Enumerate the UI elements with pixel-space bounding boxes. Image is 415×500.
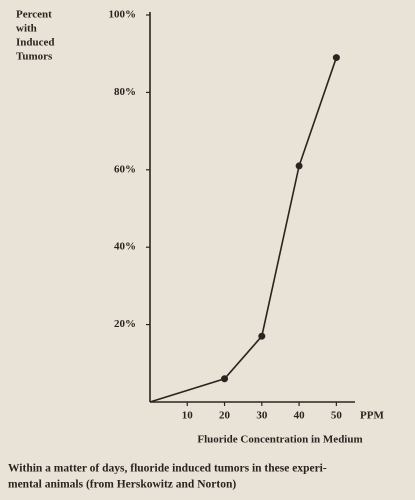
x-tick-label: 10	[182, 410, 194, 422]
x-axis-label: Fluoride Concentration in Medium	[197, 434, 362, 446]
data-point	[332, 54, 340, 62]
y-tick-label: 20%	[114, 318, 136, 330]
y-tick-label: 40%	[114, 241, 136, 253]
y-axis-label: Induced	[16, 37, 55, 49]
y-tick-label: 100%	[109, 9, 137, 21]
x-tick-label: 50	[331, 410, 343, 422]
data-point	[221, 375, 229, 383]
y-axis-label: Percent	[16, 9, 52, 21]
x-tick-label: 20	[219, 410, 231, 422]
y-axis-label: with	[16, 23, 37, 35]
data-point	[295, 162, 303, 170]
data-point	[258, 332, 266, 340]
x-tick-label: 30	[256, 410, 268, 422]
caption: mental animals (from Herskowitz and Nort…	[8, 479, 236, 491]
y-tick-label: 80%	[114, 86, 136, 98]
x-tick-label: 40	[294, 410, 306, 422]
y-tick-label: 60%	[114, 163, 136, 175]
x-unit: PPM	[360, 410, 384, 422]
y-axis-label: Tumors	[16, 51, 53, 63]
caption: Within a matter of days, fluoride induce…	[8, 463, 327, 475]
